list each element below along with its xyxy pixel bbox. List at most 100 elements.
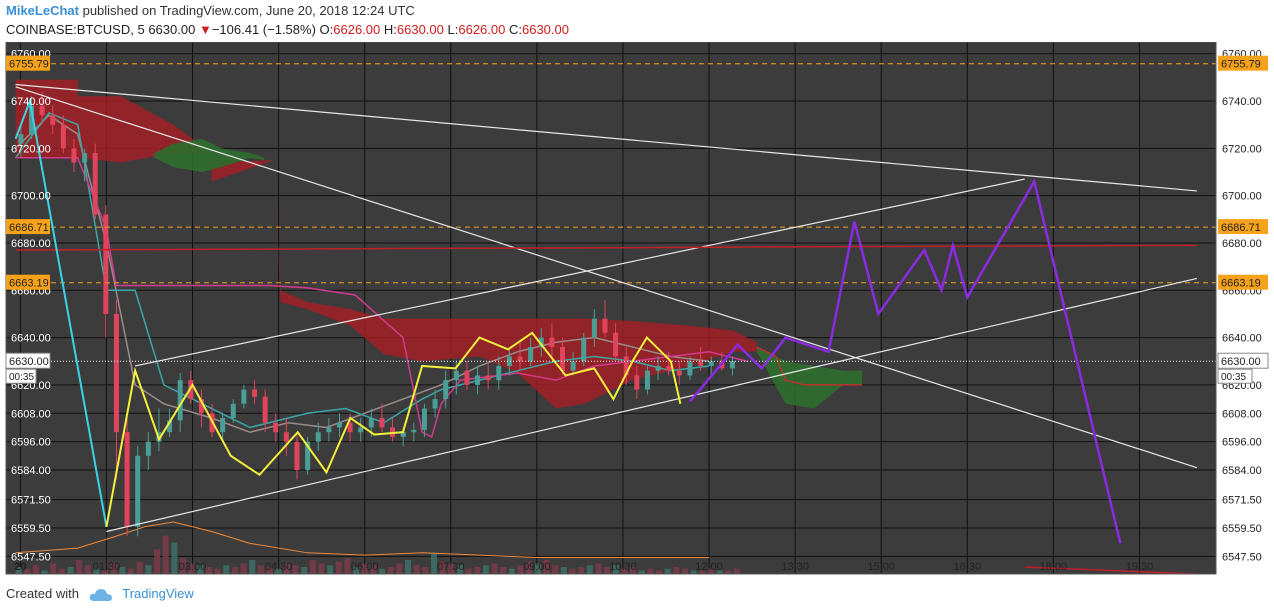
price-level-label-right: 6755.79	[1221, 59, 1261, 71]
volume-bar	[171, 542, 178, 574]
candle-body	[368, 417, 374, 428]
x-tick-label: 16:30	[954, 561, 982, 573]
y-tick-label-right: 6584.00	[1222, 465, 1262, 477]
candle-body	[506, 356, 512, 366]
volume-bar	[508, 568, 515, 574]
candle-body	[475, 375, 481, 385]
candle-body	[113, 313, 119, 433]
drop-wave-line	[14, 97, 108, 527]
price-level-tag-right	[1218, 55, 1268, 71]
candle-body	[92, 153, 98, 215]
y-tick-label-right: 6640.00	[1222, 333, 1262, 345]
plot-background	[6, 42, 1216, 574]
volume-bar	[361, 563, 368, 574]
x-tick-label: 18:00	[1040, 561, 1068, 573]
candle-body	[549, 337, 555, 348]
volume-bar	[681, 568, 688, 574]
volume-bar	[456, 565, 463, 574]
candle-body	[729, 361, 735, 369]
volume-bar	[318, 563, 325, 574]
symbol-legend: COINBASE:BTCUSD, 5 6630.00 ▼−106.41 (−1.…	[6, 22, 569, 37]
volume-bar	[500, 567, 507, 574]
candle-body	[177, 380, 183, 421]
cloud-logo-icon	[89, 588, 112, 601]
volume-bar	[136, 561, 143, 574]
price-level-label-right: 6686.71	[1221, 222, 1261, 234]
y-tick-label-left: 6700.00	[11, 191, 51, 203]
volume-bar	[119, 567, 126, 574]
left-margin	[0, 42, 6, 574]
volume-bar	[223, 565, 230, 574]
y-tick-label-right: 6571.50	[1222, 495, 1262, 507]
candle-body	[252, 389, 258, 397]
resistance-line	[15, 244, 1197, 251]
y-tick-label-left: 6640.00	[11, 333, 51, 345]
volume-bar	[517, 565, 524, 574]
price-level-label-right: 6663.19	[1221, 278, 1261, 290]
ichimoku-cloud-bullish	[154, 138, 265, 172]
high-label: H:	[383, 22, 397, 37]
candle-body	[283, 432, 289, 442]
candle-body	[676, 370, 682, 376]
candle-body	[708, 361, 714, 366]
open-label: O:	[319, 22, 334, 37]
candle-body	[655, 365, 661, 371]
published-text: published on TradingView.com, June 20, 2…	[82, 3, 415, 18]
candle-body	[315, 432, 321, 442]
volume-bar	[569, 568, 576, 574]
chart-area[interactable]: 6740.00 6740.00 6720.00 6720.00 6700.00 6700.…	[0, 41, 1274, 578]
tradingview-brand[interactable]: TradingView	[122, 586, 194, 601]
volume-bar	[162, 535, 169, 574]
author-link[interactable]: MikeLeChat	[6, 3, 79, 18]
ichimoku-cloud-bearish	[15, 79, 757, 409]
candle-body	[698, 361, 704, 366]
x-tick-label: 19:30	[1126, 561, 1154, 573]
volume-bar	[543, 560, 550, 574]
volume-bar	[50, 563, 57, 574]
close-label: C:	[508, 22, 522, 37]
x-tick-label: 09:00	[523, 561, 551, 573]
volume-bar	[578, 567, 585, 574]
created-with-text: Created with	[6, 586, 79, 601]
y-tick-label-right: 6596.00	[1222, 437, 1262, 449]
candle-body	[28, 105, 34, 135]
candle-body	[241, 389, 247, 404]
candle-body	[188, 380, 194, 400]
candle-body	[39, 105, 45, 116]
current-price-label-right: 6630.00	[1221, 356, 1261, 368]
volume-bar	[41, 570, 48, 574]
y-tick-label-right: 6680.00	[1222, 238, 1262, 250]
candle-body	[326, 427, 332, 433]
candle-body	[464, 370, 470, 385]
volume-bar	[491, 563, 498, 574]
x-tick-label: 10:30	[609, 561, 637, 573]
volume-bar	[586, 565, 593, 574]
volume-bar	[379, 568, 386, 574]
price-level-tag-left	[6, 219, 50, 235]
current-price-label-left: 6630.00	[9, 356, 49, 368]
y-tick-label-left: 6547.50	[11, 551, 51, 563]
low-label: L:	[447, 22, 459, 37]
y-tick-label-right: 6720.00	[1222, 143, 1262, 155]
x-tick-label: 01:30	[93, 561, 121, 573]
candle-body	[145, 441, 151, 456]
volume-bar	[699, 570, 706, 574]
volume-bar	[448, 563, 455, 574]
x-tick-label: 13:30	[781, 561, 809, 573]
right-axis-panel	[1216, 42, 1274, 574]
volume-bar	[387, 567, 394, 574]
volume-ma-line	[15, 521, 710, 559]
candle-body	[528, 347, 534, 362]
close-value: 6630.00	[521, 22, 569, 37]
candle-body	[167, 420, 173, 433]
price-chart[interactable]: 6740.00 6740.00 6720.00 6720.00 6700.00 6700.…	[0, 41, 1274, 578]
volume-bar	[179, 558, 187, 574]
volume-bar	[76, 560, 83, 574]
volume-bar	[716, 570, 723, 574]
symbol-name[interactable]: COINBASE:BTCUSD, 5	[6, 22, 145, 37]
price-level-tag-right	[1218, 219, 1268, 235]
candle-body	[71, 148, 77, 163]
price-level-tag-left	[6, 274, 50, 290]
candle-body	[453, 370, 459, 381]
candle-body	[560, 347, 566, 371]
